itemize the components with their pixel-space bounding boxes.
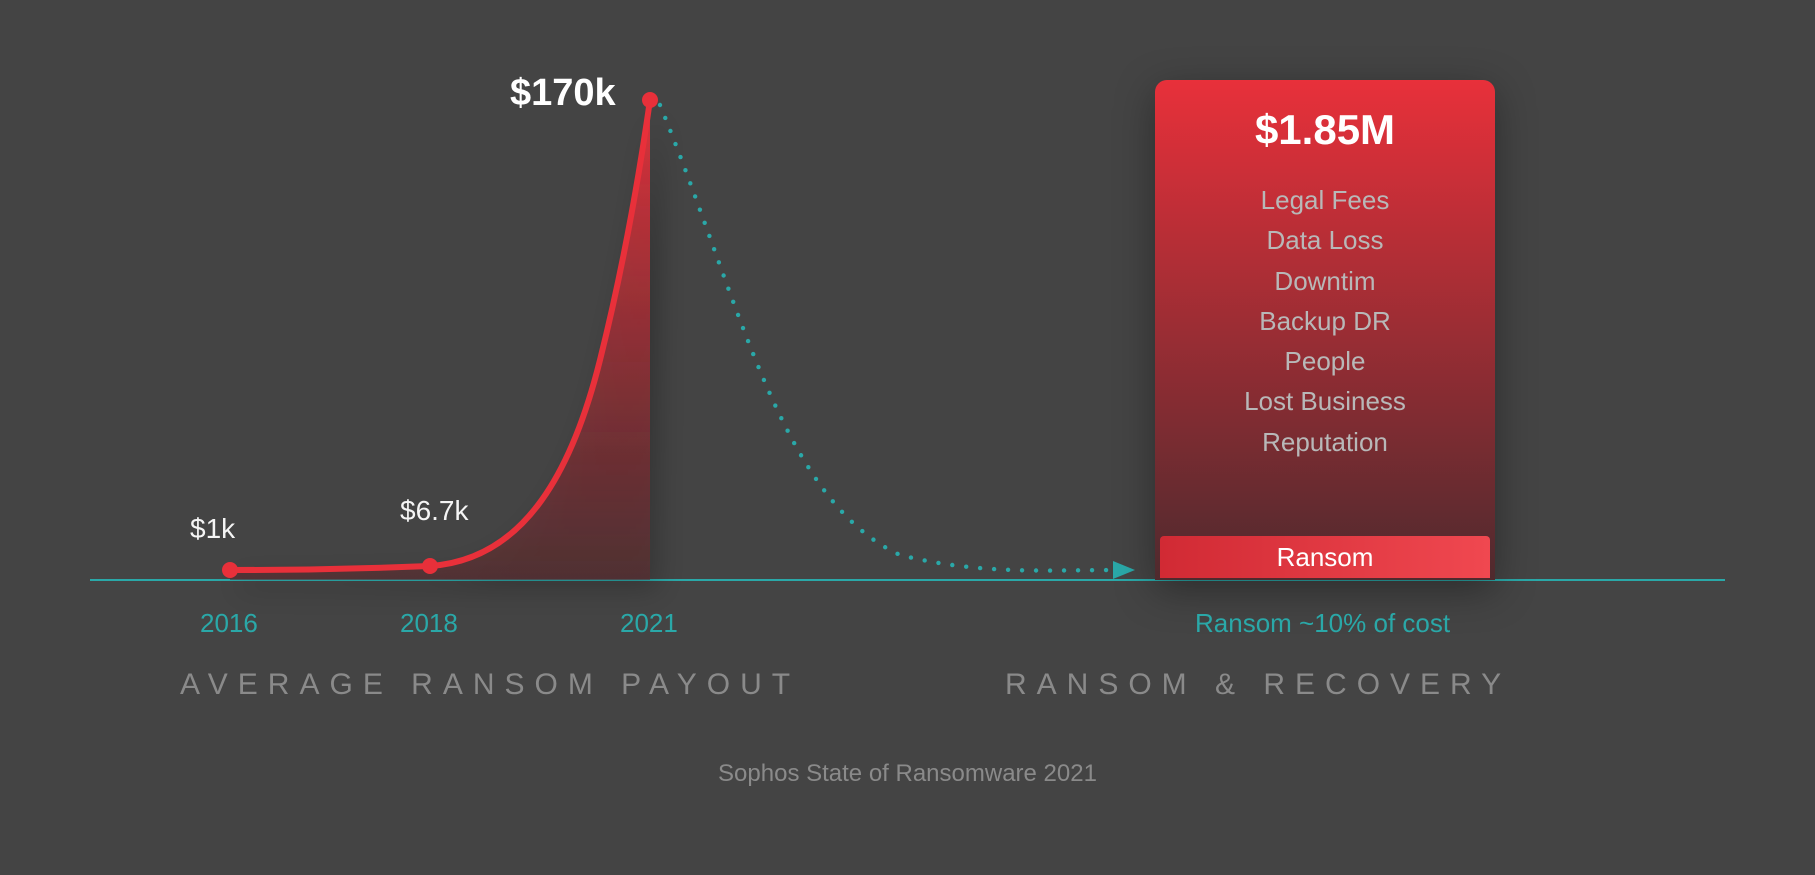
recovery-cost-box: $1.85M Legal FeesData LossDowntimBackup … <box>1155 80 1495 580</box>
year-label: 2018 <box>400 608 458 639</box>
payout-value-label: $6.7k <box>400 495 469 527</box>
section-title-payout: AVERAGE RANSOM PAYOUT <box>180 668 800 702</box>
recovery-cost-item: Data Loss <box>1155 220 1495 260</box>
recovery-cost-item: People <box>1155 341 1495 381</box>
ransom-percent-note: Ransom ~10% of cost <box>1195 608 1450 639</box>
section-title-recovery: RANSOM & RECOVERY <box>1005 668 1511 702</box>
payout-marker <box>222 562 238 578</box>
year-label: 2016 <box>200 608 258 639</box>
connector-arrowhead <box>1113 561 1135 579</box>
payout-peak-label: $170k <box>510 72 616 115</box>
ransom-strip-label: Ransom <box>1277 542 1374 572</box>
recovery-cost-item: Reputation <box>1155 422 1495 462</box>
footer-caption: Sophos State of Ransomware 2021 <box>718 760 1097 788</box>
payout-marker <box>422 558 438 574</box>
dotted-connector <box>658 103 1108 573</box>
recovery-cost-items: Legal FeesData LossDowntimBackup DRPeopl… <box>1155 180 1495 462</box>
payout-value-label: $1k <box>190 513 235 545</box>
recovery-cost-item: Backup DR <box>1155 301 1495 341</box>
recovery-cost-item: Legal Fees <box>1155 180 1495 220</box>
payout-marker <box>642 92 658 108</box>
recovery-cost-headline: $1.85M <box>1155 106 1495 154</box>
chart-canvas <box>0 0 1815 875</box>
recovery-cost-item: Lost Business <box>1155 381 1495 421</box>
ransom-strip: Ransom <box>1160 536 1490 578</box>
recovery-cost-item: Downtim <box>1155 261 1495 301</box>
year-label: 2021 <box>620 608 678 639</box>
